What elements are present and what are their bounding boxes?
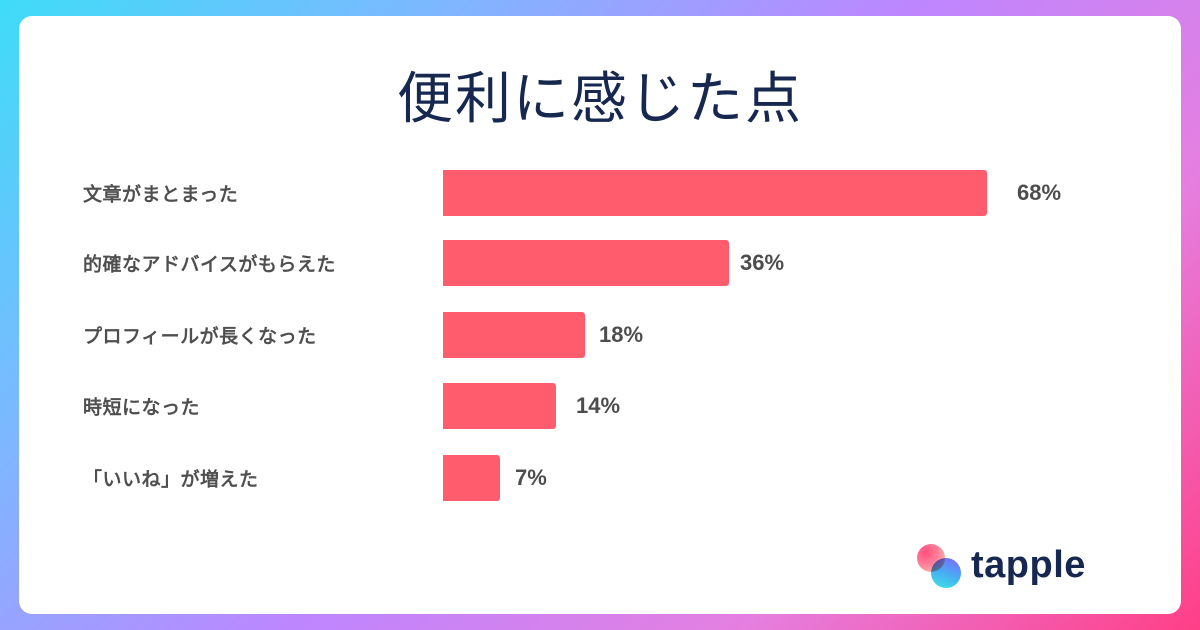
bar-value: 68% xyxy=(1017,180,1062,205)
bar-value: 14% xyxy=(576,393,621,418)
bar-row: 文章がまとまった 68% xyxy=(19,170,1181,216)
logo-text: tapple xyxy=(971,544,1086,586)
bar-label: 時短になった xyxy=(83,396,201,419)
chart-title: 便利に感じた点 xyxy=(397,67,803,132)
bar-label: プロフィールが長くなった xyxy=(83,325,317,348)
bar-value: 36% xyxy=(740,250,785,275)
bar-value: 18% xyxy=(599,322,644,347)
bar xyxy=(443,455,500,501)
bar-label: 文章がまとまった xyxy=(83,183,239,206)
tapple-logo-icon xyxy=(917,544,965,592)
bar-label: 「いいね」が増えた xyxy=(83,468,259,491)
bar-label: 的確なアドバイスがもらえた xyxy=(83,253,336,276)
bar-row: 時短になった 14% xyxy=(19,383,1181,429)
bar xyxy=(443,383,556,429)
bar-row: 的確なアドバイスがもらえた 36% xyxy=(19,240,1181,286)
chart-card: 便利に感じた点 文章がまとまった 68% 的確なアドバイスがもらえた 36% プ… xyxy=(19,16,1181,614)
bar xyxy=(443,240,729,286)
bar-row: 「いいね」が増えた 7% xyxy=(19,455,1181,501)
bar xyxy=(443,312,585,358)
bar xyxy=(443,170,987,216)
bar-row: プロフィールが長くなった 18% xyxy=(19,312,1181,358)
bar-value: 7% xyxy=(515,465,547,490)
